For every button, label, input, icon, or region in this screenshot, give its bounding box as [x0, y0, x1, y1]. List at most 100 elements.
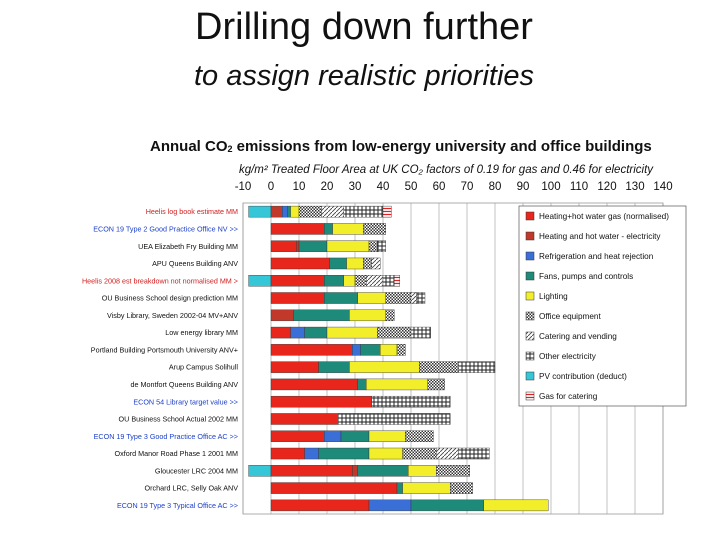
bar-segment-office-equipment — [385, 309, 395, 322]
category-label: Orchard LRC, Selly Oak ANV — [145, 484, 239, 493]
bar-segment-heating-gas — [270, 240, 297, 252]
legend-swatch — [525, 311, 535, 321]
bar-segment-office-equipment — [405, 430, 434, 442]
legend-swatch — [525, 271, 535, 281]
bar-segment-other-electricity — [416, 292, 426, 304]
category-label: Portland Building Portsmouth University … — [91, 345, 238, 354]
bar-segment-lighting — [332, 223, 364, 235]
category-label: ECON 19 Type 2 Good Practice Office NV >… — [93, 225, 238, 234]
bar-segment-heating-gas — [270, 257, 330, 270]
bar-segment-lighting — [366, 378, 429, 391]
legend-box — [518, 205, 687, 407]
bar-segment-fans-pumps — [360, 344, 381, 356]
legend-label: Office equipment — [539, 312, 601, 321]
legend-label: Gas for catering — [539, 392, 598, 401]
x-tick-label: 80 — [489, 181, 502, 193]
x-tick-label: 120 — [597, 181, 616, 193]
x-tick-label: 140 — [653, 181, 672, 193]
bar-segment-lighting — [343, 275, 356, 287]
x-tick-label: 20 — [321, 181, 334, 193]
bar-segment-lighting — [290, 205, 300, 218]
category-label: APU Queens Building ANV — [152, 259, 238, 268]
x-tick-label: 70 — [461, 181, 474, 193]
category-label: OU Business School design prediction MM — [102, 294, 238, 303]
bar-segment-other-electricity — [343, 205, 384, 218]
bar-segment-office-equipment — [419, 361, 459, 373]
legend-label: Fans, pumps and controls — [539, 272, 633, 281]
bar-segment-catering — [321, 205, 344, 218]
category-label: Heelis 2008 est breakdown not normalised… — [82, 276, 238, 285]
legend-label: Heating+hot water gas (normalised) — [539, 212, 669, 221]
x-tick-label: 50 — [405, 181, 418, 193]
bar-segment-fans-pumps — [293, 309, 350, 322]
bar-segment-heating-gas — [270, 275, 325, 287]
category-label: Low energy library MM — [165, 328, 238, 337]
bar-segment-other-electricity — [338, 413, 451, 425]
bar-segment-other-electricity — [382, 275, 395, 287]
legend-label: Lighting — [539, 292, 568, 301]
bar-segment-fans-pumps — [287, 205, 291, 218]
legend-label: Refrigeration and heat rejection — [539, 252, 654, 261]
bar-segment-office-equipment — [354, 275, 367, 287]
bar-segment-heating-elec — [270, 205, 283, 218]
category-label: OU Business School Actual 2002 MM — [119, 415, 238, 424]
bar-segment-lighting — [408, 465, 437, 477]
bar-segment-refrigeration — [282, 205, 289, 218]
bar-segment-office-equipment — [377, 326, 412, 339]
bar-segment-fans-pumps — [340, 430, 370, 442]
bar-segment-heating-gas — [270, 465, 353, 477]
legend-swatch — [525, 231, 535, 241]
x-tick-label: 60 — [433, 181, 446, 193]
bar-segment-fans-pumps — [318, 361, 350, 373]
category-label: Visby Library, Sweden 2002-04 MV+ANV — [107, 311, 238, 320]
bar-segment-other-electricity — [371, 395, 451, 408]
bar-segment-heating-gas — [270, 378, 359, 391]
bar-segment-fans-pumps — [357, 465, 409, 477]
slide-subtitle: to assign realistic priorities — [193, 60, 535, 92]
bar-segment-fans-pumps — [324, 292, 359, 304]
bar-segment-catering — [366, 275, 384, 287]
bar-segment-pv — [248, 465, 272, 477]
x-tick-label: 40 — [377, 181, 390, 193]
bar-segment-heating-gas — [270, 499, 370, 512]
bar-segment-refrigeration — [324, 430, 342, 442]
bar-segment-office-equipment — [363, 257, 372, 270]
bar-segment-heating-gas — [270, 344, 353, 356]
legend-swatch — [525, 391, 535, 401]
category-label: Oxford Manor Road Phase 1 2001 MM — [115, 449, 238, 458]
bar-segment-office-equipment — [427, 378, 445, 391]
bar-segment-heating-gas — [270, 413, 339, 425]
bar-segment-office-equipment — [368, 240, 378, 252]
bar-segment-fans-pumps — [298, 240, 328, 252]
bar-segment-other-electricity — [410, 326, 431, 339]
legend-label: PV contribution (deduct) — [539, 372, 627, 381]
legend-swatch — [525, 351, 535, 361]
x-tick-label: 0 — [268, 181, 274, 193]
bar-segment-pv — [248, 205, 272, 218]
legend-swatch — [525, 371, 535, 381]
bar-segment-heating-gas — [270, 395, 373, 408]
bar-segment-fans-pumps — [304, 326, 328, 339]
x-tick-label: 130 — [625, 181, 644, 193]
bar-segment-fans-pumps — [318, 447, 370, 460]
bar-segment-heating-gas — [270, 361, 319, 373]
bar-segment-office-equipment — [385, 292, 412, 304]
legend-label: Heating and hot water - electricity — [539, 232, 661, 241]
bar-segment-heating-gas — [270, 292, 325, 304]
bar-segment-heating-elec — [296, 240, 300, 252]
bar-segment-lighting — [368, 430, 406, 442]
legend-label: Other electricity — [539, 352, 597, 361]
chart-subtitle: kg/m² Treated Floor Area at UK CO₂ facto… — [239, 164, 654, 176]
bar-segment-lighting — [349, 361, 420, 373]
bar-segment-lighting — [349, 309, 386, 322]
bar-segment-lighting — [380, 344, 398, 356]
legend-swatch — [525, 211, 535, 221]
bar-segment-heating-gas — [270, 482, 398, 494]
bar-segment-fans-pumps — [410, 499, 485, 512]
x-tick-label: -10 — [235, 181, 252, 193]
x-tick-label: 30 — [349, 181, 362, 193]
bar-segment-other-electricity — [458, 361, 496, 373]
bar-segment-lighting — [326, 240, 370, 252]
chart-title-main: Annual CO — [150, 138, 228, 155]
